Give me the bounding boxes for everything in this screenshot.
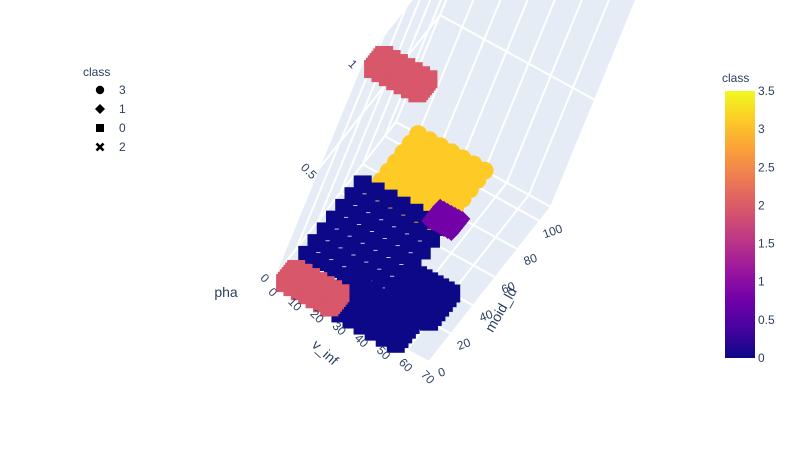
grid-z-wall — [273, 121, 397, 278]
legend-item-3[interactable]: 3 — [95, 80, 126, 99]
colorbar — [725, 91, 755, 358]
legend: class 3 1 0 2 — [83, 64, 126, 156]
data-point — [454, 210, 471, 227]
z-tick-label: 1 — [346, 57, 361, 72]
data-point — [331, 284, 350, 303]
colorbar-tick-label: 2 — [758, 198, 765, 212]
cluster-class-2 — [276, 259, 350, 317]
grid-x-floor — [428, 206, 552, 363]
legend-item-0[interactable]: 0 — [95, 118, 126, 137]
y-tick-label: 0 — [436, 364, 447, 380]
legend-label: 1 — [119, 101, 126, 116]
colorbar-tick-label: 1 — [758, 275, 765, 289]
colorbar-tick-label: 3 — [758, 122, 765, 136]
x-icon — [95, 142, 105, 152]
diamond-icon — [95, 103, 105, 114]
colorbar-tick-label: 0 — [758, 351, 765, 365]
cluster-class-1 — [421, 198, 471, 242]
back-plane-y — [396, 0, 637, 207]
colorbar-tick-label: 0.5 — [758, 313, 775, 327]
y-tick-label: 40 — [477, 307, 495, 325]
colorbar-title: class — [722, 71, 749, 85]
colorbar-ticks: 0 0.5 1 1.5 2 2.5 3 3.5 — [758, 84, 775, 365]
cluster-class-2 — [364, 45, 438, 103]
y-tick-label: 80 — [522, 251, 540, 269]
z-axis-title: pha — [214, 284, 238, 300]
circle-icon — [95, 85, 105, 95]
legend-label: 3 — [119, 82, 126, 97]
legend-item-2[interactable]: 2 — [95, 137, 126, 156]
square-icon — [95, 123, 105, 133]
colorbar-tick-label: 3.5 — [758, 84, 775, 98]
x-tick-label: 70 — [418, 367, 438, 387]
grid-z-wall — [361, 0, 413, 64]
y-tick-label: 60 — [500, 279, 518, 297]
grid-z-wall — [317, 14, 441, 171]
legend-title: class — [83, 65, 111, 79]
y-tick-label: 20 — [455, 335, 473, 353]
data-point — [419, 70, 438, 89]
cluster-class-0 — [386, 266, 461, 331]
colorbar-tick-label: 1.5 — [758, 237, 775, 251]
data-point — [442, 284, 461, 303]
legend-label: 0 — [119, 120, 126, 135]
x-tick-label: 0 — [266, 285, 281, 300]
y-tick-label: 100 — [541, 221, 565, 241]
x-tick-label: 60 — [396, 355, 416, 375]
colorbar-tick-label: 2.5 — [758, 160, 775, 174]
data-point — [475, 161, 494, 180]
legend-item-1[interactable]: 1 — [95, 99, 126, 118]
grid-z-wall — [439, 14, 596, 101]
data-points — [276, 45, 494, 353]
x-axis-title: v_inf — [309, 336, 342, 368]
legend-label: 2 — [119, 139, 126, 154]
z-tick-label: 0 — [258, 271, 273, 286]
